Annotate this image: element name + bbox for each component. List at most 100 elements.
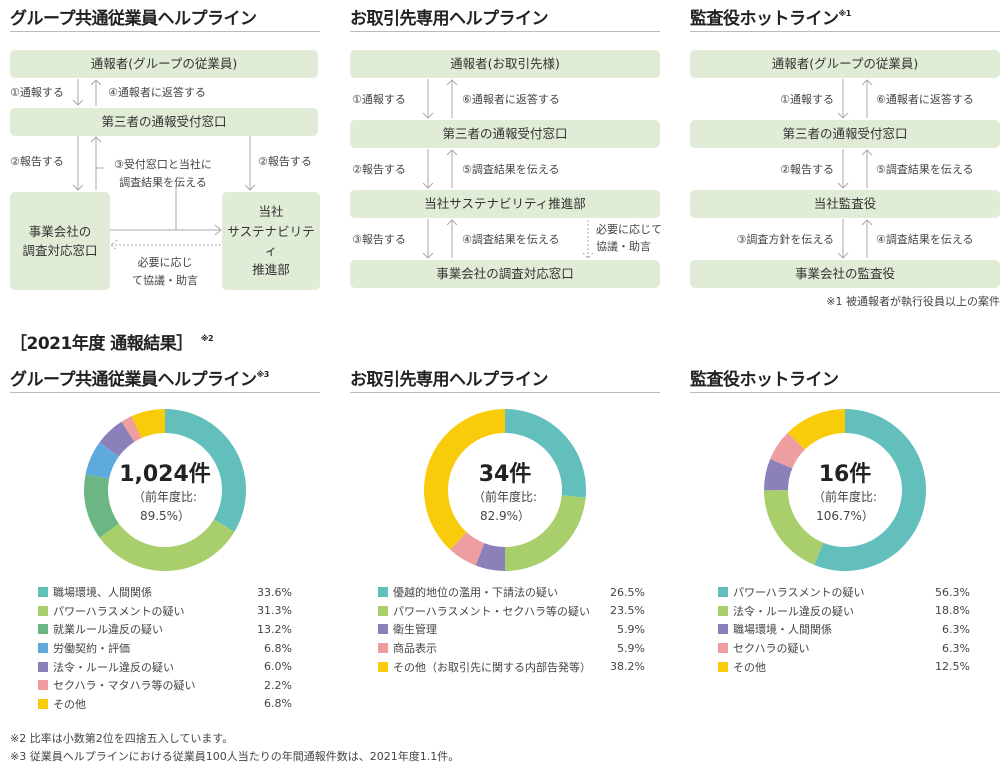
legend-label: 労働契約・評価: [53, 642, 130, 656]
legend-swatch: [378, 605, 388, 616]
legend-item: パワーハラスメントの疑い 56.3%: [718, 583, 970, 602]
legend-item: その他 12.5%: [718, 657, 970, 676]
footnote-3: ※3 従業員ヘルプラインにおける従業員100人当たりの年間通報件数は、2021年…: [10, 750, 460, 763]
legend-swatch: [718, 624, 728, 635]
footnote-2: ※2 比率は小数第2位を四捨五入しています。: [10, 732, 234, 745]
flow-auditor-hotline: 監査役ホットライン※1 通報者(グループの従業員) 第三者の通報受付窓口 当社監…: [690, 0, 1000, 320]
legend-swatch: [38, 587, 48, 598]
donut-segment: [450, 532, 485, 566]
legend-value: 33.6%: [257, 585, 292, 599]
total-count: 16件: [818, 462, 872, 487]
yoy-value: 82.9%）: [479, 509, 531, 524]
chart-legend: 職場環境、人間関係 33.6% パワーハラスメントの疑い 31.3% 就業ルール違反の疑…: [38, 583, 292, 713]
donut-segment: [424, 409, 505, 550]
legend-value: 6.8%: [264, 641, 292, 655]
flow-arrows: [72, 79, 256, 251]
legend-swatch: [38, 643, 48, 654]
donut-center: 16件 （前年度比: 106.7%）: [775, 456, 915, 526]
results-heading: ［2021年度 通報結果］ ※2: [10, 329, 214, 354]
box-auditor: 当社監査役: [690, 190, 1000, 218]
legend-value: 12.5%: [935, 660, 970, 674]
flow-label: 必要に応じて 協議・助言: [596, 223, 662, 253]
legend-swatch: [718, 643, 728, 654]
flow-label: ①通報する: [352, 93, 406, 106]
legend-item: セクハラ・マタハラ等の疑い 2.2%: [38, 676, 292, 695]
results-heading-text: ［2021年度 通報結果］: [10, 334, 193, 354]
legend-value: 6.3%: [942, 641, 970, 655]
donut-segment: [505, 409, 586, 498]
chart-auditor-hotline: 監査役ホットライン 16件 （前年度比: 106.7%） パワーハラスメントの疑い…: [690, 360, 1000, 720]
legend-label: 優越的地位の濫用・下請法の疑い: [393, 586, 558, 600]
flow-label: ⑤調査結果を伝える: [876, 163, 974, 176]
legend-swatch: [718, 661, 728, 672]
footnote-mark: ※1: [838, 9, 852, 18]
flow-title-text: 監査役ホットライン: [690, 9, 839, 29]
donut-segment: [475, 543, 505, 571]
legend-value: 31.3%: [257, 604, 292, 618]
legend-label: その他: [733, 660, 766, 674]
donut-segment: [83, 473, 119, 538]
legend-value: 56.3%: [935, 585, 970, 599]
flow-group-helpline: グループ共通従業員ヘルプライン 通報者(グループの従業員) 第三者の通報受付窓口…: [10, 0, 320, 300]
flow-label: ⑤調査結果を伝える: [462, 163, 560, 176]
chart-legend: 優越的地位の濫用・下請法の疑い 26.5% パワーハラスメント・セクハラ等の疑い 23…: [378, 583, 645, 676]
legend-label: その他（お取引先に関する内部告発等）: [393, 660, 591, 674]
flow-label: ⑥通報者に返答する: [876, 93, 974, 106]
total-count: 1,024件: [119, 462, 211, 487]
legend-item: 職場環境、人間関係 33.6%: [38, 583, 292, 602]
footnote-1: ※1 被通報者が執行役員以上の案件: [826, 295, 1000, 308]
legend-item: 衛生管理 5.9%: [378, 620, 645, 639]
legend-item: パワーハラスメントの疑い 31.3%: [38, 602, 292, 621]
yoy-value: 106.7%）: [816, 509, 874, 524]
box-reporter: 通報者(グループの従業員): [690, 50, 1000, 78]
donut-segment: [85, 442, 119, 479]
flow-label: ③受付窓口と当社に 調査結果を伝える: [114, 158, 212, 189]
donut-segment: [764, 459, 793, 491]
footnote-mark: ※3: [256, 370, 269, 379]
legend-value: 6.0%: [264, 660, 292, 674]
legend-item: 法令・ルール違反の疑い 18.8%: [718, 602, 970, 621]
legend-item: パワーハラスメント・セクハラ等の疑い 23.5%: [378, 602, 645, 621]
legend-swatch: [378, 587, 388, 598]
chart-title: お取引先専用ヘルプライン: [350, 365, 549, 390]
box-third-party-desk: 第三者の通報受付窓口: [690, 120, 1000, 148]
box-subsidiary-auditor: 事業会社の監査役: [690, 260, 1000, 288]
legend-value: 13.2%: [257, 622, 292, 636]
legend-value: 6.3%: [942, 622, 970, 636]
chart-title: グループ共通従業員ヘルプライン※3: [10, 365, 269, 390]
flow-label: ②報告する: [352, 163, 406, 176]
flow-label: ④調査結果を伝える: [876, 233, 974, 246]
donut-segment: [99, 519, 235, 571]
chart-legend: パワーハラスメントの疑い 56.3% 法令・ルール違反の疑い 18.8% 職場環境・人間…: [718, 583, 970, 676]
flow-supplier-helpline: お取引先専用ヘルプライン 通報者(お取引先様) 第三者の通報受付窓口 当社サステ…: [350, 0, 662, 300]
legend-swatch: [378, 624, 388, 635]
legend-label: 就業ルール違反の疑い: [53, 623, 163, 637]
chart-supplier-helpline: お取引先専用ヘルプライン 34件 （前年度比: 82.9%） 優越的地位の濫用・下…: [350, 360, 660, 720]
flow-title: 監査役ホットライン※1: [690, 4, 851, 29]
legend-value: 23.5%: [610, 604, 645, 618]
donut-segment: [121, 416, 142, 442]
flow-label: ①通報する: [780, 93, 834, 106]
legend-item: その他（お取引先に関する内部告発等） 38.2%: [378, 657, 645, 676]
donut-chart: [424, 409, 586, 571]
legend-item: 法令・ルール違反の疑い 6.0%: [38, 657, 292, 676]
donut-segment: [814, 409, 926, 571]
legend-label: 法令・ルール違反の疑い: [53, 660, 174, 674]
legend-label: パワーハラスメント・セクハラ等の疑い: [393, 604, 591, 618]
flow-label: 必要に応じ て協議・助言: [132, 256, 198, 287]
flow-label: ②報告する: [10, 155, 64, 168]
flow-arrows: [837, 79, 873, 259]
legend-label: 商品表示: [393, 642, 437, 656]
divider: [690, 392, 1000, 393]
box-reporter: 通報者(お取引先様): [350, 50, 660, 78]
donut-segment: [165, 409, 246, 532]
donut-segment: [131, 409, 165, 439]
donut-center: 34件 （前年度比: 82.9%）: [435, 456, 575, 526]
flow-arrows: [422, 79, 594, 259]
legend-value: 5.9%: [617, 622, 645, 636]
legend-item: 職場環境・人間関係 6.3%: [718, 620, 970, 639]
legend-swatch: [718, 587, 728, 598]
legend-label: 職場環境、人間関係: [53, 586, 152, 600]
box-subsidiary-desk: 事業会社の調査対応窓口: [350, 260, 660, 288]
donut-segment: [99, 421, 135, 457]
